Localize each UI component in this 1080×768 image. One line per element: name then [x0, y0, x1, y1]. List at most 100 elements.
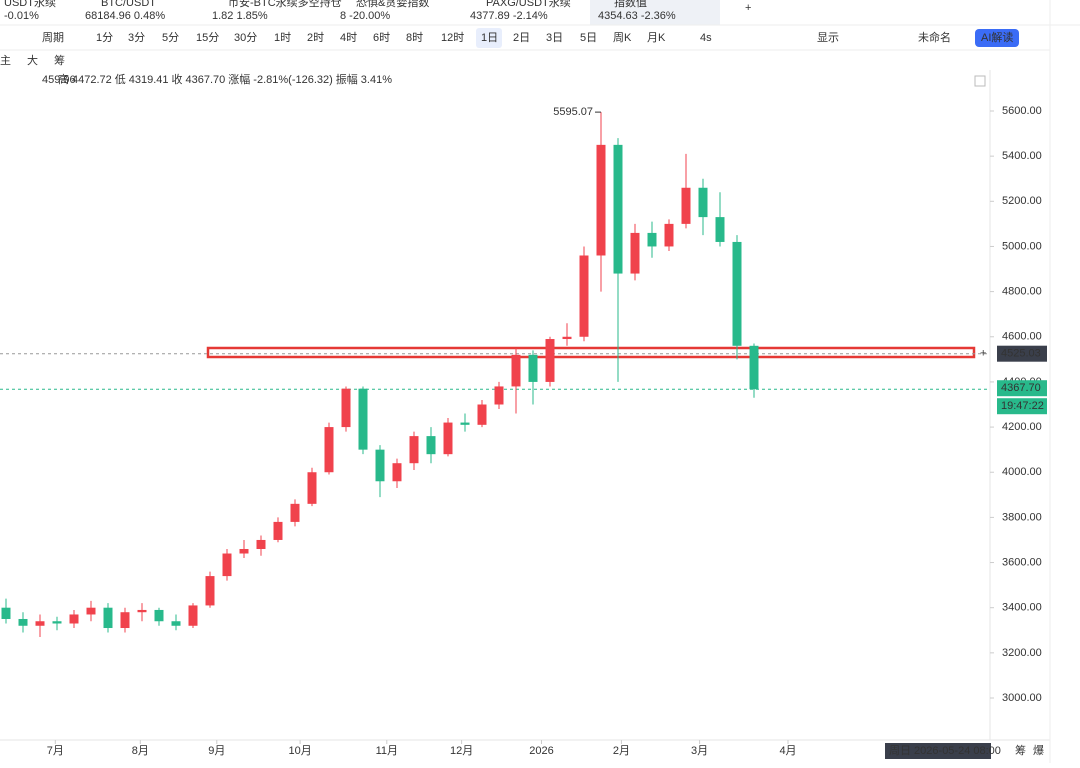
ticker-name[interactable]: BTC/USDT [101, 0, 156, 9]
candle-body [86, 607, 96, 615]
ai-button[interactable]: AI解读 [981, 30, 1013, 44]
candle-body [715, 217, 725, 242]
period-menu[interactable]: 周期 [42, 31, 64, 44]
crosshair-time-tag [885, 743, 991, 759]
layout-name[interactable]: 未命名 [918, 30, 951, 44]
interval[interactable]: 月K [647, 32, 666, 44]
fullscreen-icon[interactable] [974, 75, 986, 87]
y-tick-label: 3000.00 [1002, 692, 1042, 704]
candle-body [1, 607, 11, 619]
interval[interactable]: 2时 [307, 31, 324, 44]
candle-body [562, 336, 572, 340]
interval[interactable]: 2日 [513, 32, 530, 44]
ticker-quote[interactable]: 1.82 1.85% [212, 10, 268, 22]
candle-body [732, 241, 742, 346]
candle-body [239, 548, 249, 554]
y-tick-label: 4000.00 [1002, 466, 1042, 478]
candle-body [545, 339, 555, 382]
interval[interactable]: 周K [613, 31, 632, 44]
candle-body [477, 404, 487, 425]
ticker-quote[interactable]: 4377.89 -2.14% [470, 10, 548, 22]
candle-body [698, 187, 708, 218]
indicator[interactable]: 筹 [54, 53, 65, 67]
info-close-label: 收 [172, 72, 183, 86]
info-high: 4472.72 [72, 74, 112, 86]
candle-body [52, 621, 62, 624]
display-toggle[interactable]: 显示 [817, 31, 839, 44]
interval[interactable]: 1日 [481, 32, 498, 44]
y-tick-label: 3200.00 [1002, 647, 1042, 659]
candle-body [579, 255, 589, 337]
crosshair-time: 周日 2026-05-24 08:00 [889, 744, 1001, 757]
footer-tab[interactable]: 爆 [1033, 743, 1044, 757]
info-open: 459.96 [42, 74, 76, 86]
candle-body [120, 612, 130, 629]
ticker-name[interactable]: 指数值 [614, 0, 647, 9]
candle-body [324, 427, 334, 473]
ai-button-bg[interactable] [975, 29, 1019, 47]
x-tick-label: 4月 [779, 745, 796, 757]
ticker-bar [0, 0, 1080, 25]
candle-body [103, 607, 113, 629]
interval[interactable]: 3分 [128, 31, 145, 44]
ticker-name[interactable]: USDT永续 [4, 0, 56, 9]
info-high-label: 高 [58, 72, 69, 86]
ticker-quote[interactable]: -0.01% [4, 10, 39, 22]
info-close: 4367.70 [186, 74, 226, 86]
interval[interactable]: 1时 [274, 31, 291, 44]
interval[interactable]: 5分 [162, 31, 179, 44]
candle-body [137, 609, 147, 613]
y-tick-label: 5200.00 [1002, 195, 1042, 207]
y-tick-label: 4800.00 [1002, 286, 1042, 298]
interval[interactable]: 5日 [580, 32, 597, 44]
interval[interactable]: 4时 [340, 31, 357, 44]
refresh[interactable]: 4s [700, 32, 712, 44]
candle-body [341, 388, 351, 428]
x-tick-label: 11月 [376, 745, 398, 757]
ticker-name[interactable]: PAXG/USDT永续 [486, 0, 571, 9]
interval[interactable]: 15分 [196, 31, 219, 44]
ticker-quote[interactable]: 8 -20.00% [340, 10, 390, 22]
interval[interactable]: 12时 [441, 31, 464, 44]
info-low-label: 低 [115, 73, 126, 86]
high-label: 5595.07 [553, 106, 593, 118]
ticker-name[interactable]: 币安-BTC永续多空持仓 [228, 0, 342, 9]
ticker-quote[interactable]: 68184.96 0.48% [85, 10, 165, 22]
candle-body [256, 539, 266, 549]
candle-body [511, 354, 521, 387]
candle-body [630, 232, 640, 274]
candle-body [460, 422, 470, 425]
candle-body [409, 436, 419, 464]
candle-body [290, 503, 300, 522]
highlight-box [206, 346, 976, 359]
candle-body [613, 144, 623, 274]
candle-body [69, 614, 79, 624]
ticker-name[interactable]: 恐惧&贪婪指数 [356, 0, 429, 9]
info-amp-label: 振幅 [336, 72, 358, 86]
interval[interactable]: 8时 [406, 31, 423, 44]
candle-body [664, 223, 674, 247]
x-tick-label: 8月 [132, 745, 149, 757]
candle-body [358, 388, 368, 450]
candle-body [222, 553, 232, 577]
countdown-tag [997, 398, 1047, 415]
interval[interactable]: 3日 [546, 32, 563, 44]
candle-body [749, 345, 759, 390]
indicator[interactable]: 大 [27, 53, 38, 67]
x-tick-label: 2月 [613, 745, 630, 757]
crosshair-plus: + [980, 348, 986, 360]
candle-body [154, 609, 164, 622]
footer-tab[interactable]: 筹 [1015, 743, 1026, 757]
interval[interactable]: 30分 [234, 31, 257, 44]
interval[interactable]: 6时 [373, 31, 390, 44]
add-tab[interactable]: + [745, 2, 751, 14]
x-tick-label: 9月 [208, 745, 225, 757]
candle-body [171, 621, 181, 626]
indicator[interactable]: 主 [0, 54, 11, 67]
y-tick-label: 5600.00 [1002, 105, 1042, 117]
interval[interactable]: 1分 [96, 31, 113, 44]
ticker-quote[interactable]: 4354.63 -2.36% [598, 10, 676, 22]
y-tick-label: 3800.00 [1002, 511, 1042, 523]
candle-body [375, 449, 385, 482]
last-price-tag [997, 380, 1047, 397]
